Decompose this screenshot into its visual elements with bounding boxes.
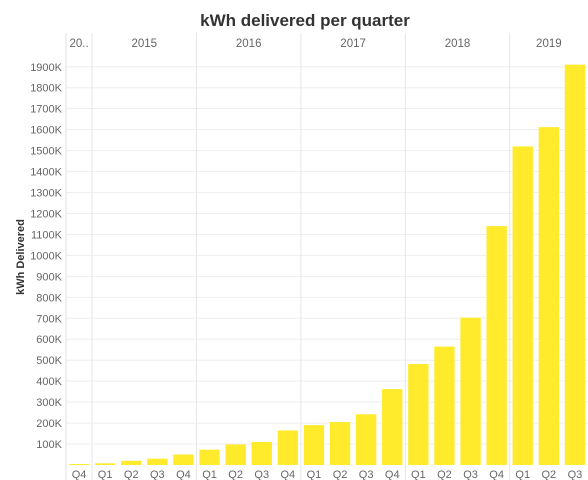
bar <box>564 64 586 465</box>
x-tick-label: Q3 <box>359 469 374 480</box>
x-tick-label: Q4 <box>176 469 191 480</box>
y-tick-label: 400K <box>36 376 62 388</box>
bar <box>68 463 90 465</box>
bar <box>277 430 299 465</box>
x-tick-label: Q2 <box>333 469 348 480</box>
y-tick-label: 900K <box>36 271 62 283</box>
x-axis-ticks: Q4 Q1 Q2 Q3 Q4 Q1 Q2 Q3 Q4 Q1 Q2 Q3 Q4 Q1 Q2 Q3 Q4 Q1 Q2 Q3 <box>72 469 583 480</box>
y-tick-label: 1700K <box>30 104 62 116</box>
y-tick-label: 1900K <box>30 62 62 74</box>
x-tick-label: Q3 <box>150 469 165 480</box>
y-axis-label: kWh Delivered <box>15 219 27 295</box>
year-label: 2016 <box>236 38 262 50</box>
y-tick-label: 800K <box>36 292 62 304</box>
year-label: 2019 <box>536 38 562 50</box>
y-tick-label: 1500K <box>30 146 62 158</box>
y-tick-label: 1100K <box>31 229 63 241</box>
chart-title: kWh delivered per quarter <box>200 11 410 30</box>
y-tick-label: 1000K <box>30 250 62 262</box>
x-tick-label: Q1 <box>307 469 322 480</box>
x-tick-label: Q3 <box>568 469 583 480</box>
x-tick-label: Q4 <box>489 469 504 480</box>
bar <box>512 146 533 466</box>
y-tick-label: 100K <box>36 439 62 451</box>
bar <box>303 425 325 465</box>
bar <box>538 127 560 465</box>
y-tick-label: 700K <box>36 313 62 325</box>
x-tick-label: Q1 <box>202 469 217 480</box>
x-tick-label: Q3 <box>254 469 269 480</box>
bar <box>486 226 507 465</box>
year-label: 2017 <box>340 38 366 50</box>
x-tick-label: Q1 <box>411 469 426 480</box>
y-tick-label: 600K <box>36 334 62 346</box>
bar <box>251 441 272 465</box>
y-tick-label: 1300K <box>30 188 62 200</box>
bar <box>434 346 455 465</box>
x-tick-label: Q1 <box>98 469 113 480</box>
bar <box>94 463 116 465</box>
year-label: 2015 <box>132 38 158 50</box>
bar <box>225 444 246 465</box>
y-axis-ticks: 100K 200K 300K 400K 500K 600K 700K 800K 900K 1000… <box>30 62 62 451</box>
bar <box>382 389 403 465</box>
bar <box>121 460 142 465</box>
x-tick-label: Q4 <box>385 469 400 480</box>
bar <box>329 422 351 465</box>
year-label: 20.. <box>69 38 88 50</box>
bar <box>173 454 194 465</box>
x-tick-label: Q3 <box>463 469 478 480</box>
x-tick-label: Q2 <box>228 469 243 480</box>
bar <box>408 363 429 465</box>
bar <box>199 449 220 465</box>
x-tick-label: Q1 <box>515 469 530 480</box>
gridlines <box>65 33 588 480</box>
y-tick-label: 1400K <box>30 167 62 179</box>
bar <box>460 317 481 465</box>
y-tick-label: 1200K <box>30 208 62 220</box>
x-tick-label: Q2 <box>437 469 452 480</box>
bar <box>355 414 377 465</box>
y-tick-label: 1800K <box>30 83 62 95</box>
x-tick-label: Q4 <box>72 469 87 480</box>
year-label: 2018 <box>445 38 471 50</box>
y-tick-label: 1600K <box>30 125 62 137</box>
bars <box>68 64 586 466</box>
x-tick-label: Q4 <box>281 469 296 480</box>
y-tick-label: 300K <box>36 397 62 409</box>
year-header: 20.. 2015 2016 2017 2018 2019 <box>69 38 561 50</box>
x-tick-label: Q2 <box>124 469 139 480</box>
y-tick-label: 500K <box>36 355 62 367</box>
y-axis-label-group: kWh Delivered <box>15 219 27 295</box>
y-tick-label: 200K <box>36 418 62 430</box>
x-tick-label: Q2 <box>542 469 557 480</box>
bar <box>147 458 168 465</box>
